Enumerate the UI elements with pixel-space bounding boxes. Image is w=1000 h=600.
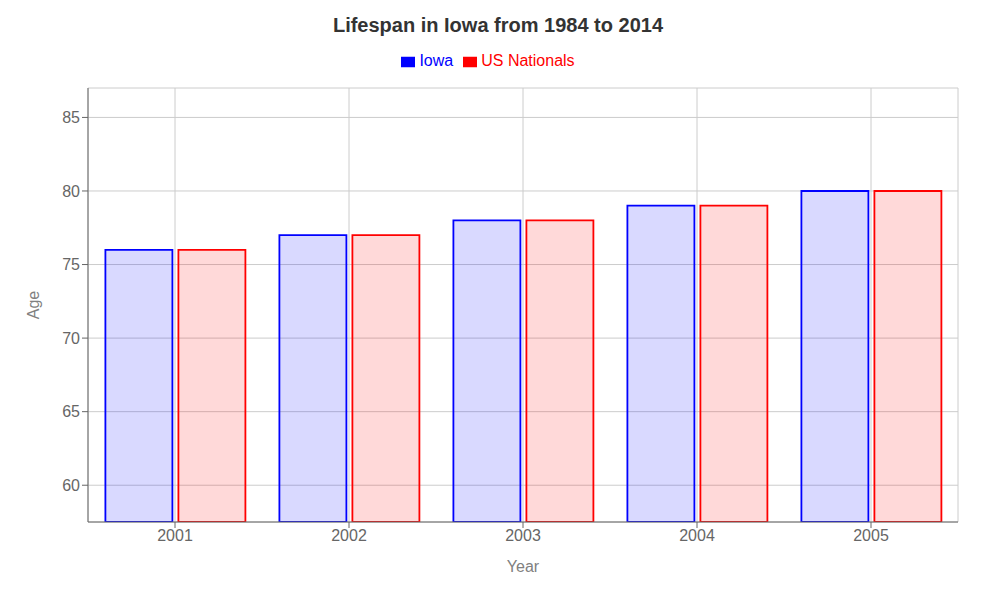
svg-text:2001: 2001 [157,527,193,544]
svg-text:2002: 2002 [331,527,367,544]
svg-text:60: 60 [62,477,80,494]
svg-text:Age: Age [25,291,42,320]
svg-text:70: 70 [62,330,80,347]
svg-text:Year: Year [507,558,540,575]
html-text:US Nationals: US Nationals [481,52,575,69]
svg-text:75: 75 [62,256,80,273]
html-text:Iowa: Iowa [419,52,454,69]
svg-text:2003: 2003 [505,527,541,544]
html-text:Lifespan in Iowa from 1984 to: Lifespan in Iowa from 1984 to 2014 [332,14,663,36]
svg-text:80: 80 [62,183,80,200]
svg-text:65: 65 [62,403,80,420]
svg-text:2005: 2005 [853,527,889,544]
svg-text:85: 85 [62,109,80,126]
svg-text:2004: 2004 [679,527,715,544]
